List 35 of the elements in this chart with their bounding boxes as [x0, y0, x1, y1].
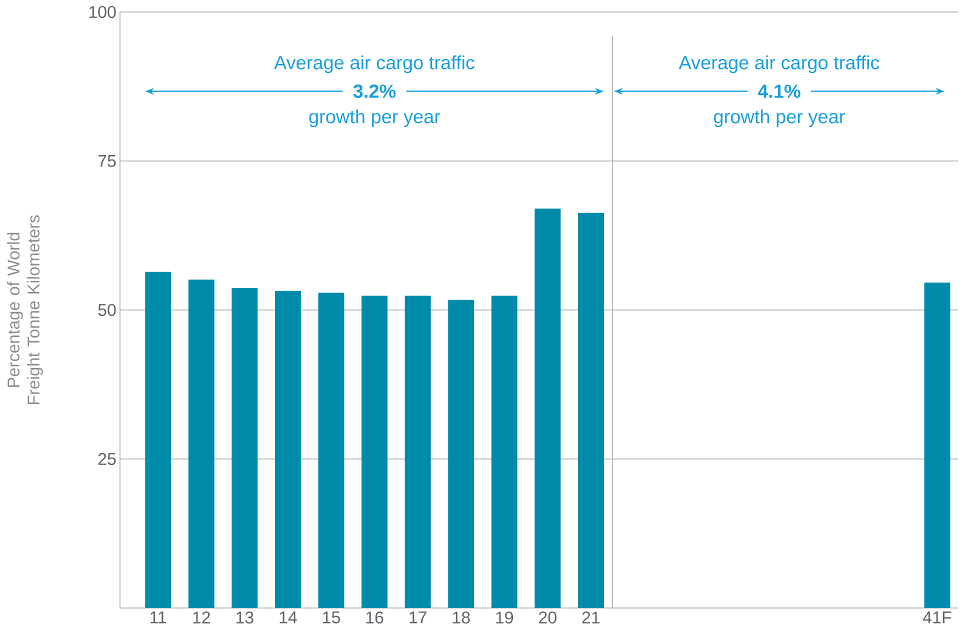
x-tick-label: 20 — [539, 612, 556, 624]
y-axis-title: Percentage of World Freight Tonne Kilometers — [7, 215, 43, 404]
annotation: Average air cargo traffic — [678, 55, 880, 74]
y-tick-label: 100 — [89, 6, 116, 18]
annotation: Average air cargo traffic — [274, 55, 475, 74]
x-tick-label: 16 — [366, 612, 384, 624]
annotation: growth per year — [309, 109, 440, 128]
y-tick-label: 25 — [98, 452, 116, 466]
bar — [274, 290, 301, 608]
annotation: 4.1% — [758, 84, 800, 98]
bar — [145, 272, 172, 608]
x-tick-label: 41F — [922, 612, 952, 624]
bar — [924, 282, 950, 608]
bar — [362, 296, 388, 608]
bar — [318, 292, 344, 608]
bar — [578, 212, 604, 608]
x-tick-label: 19 — [496, 612, 514, 624]
bar — [404, 296, 431, 608]
x-tick-label: 12 — [193, 612, 210, 624]
annotation: growth per year — [714, 109, 845, 128]
y-tick-label: 75 — [98, 155, 116, 167]
y-tick-label: 50 — [98, 304, 116, 316]
x-tick-label: 13 — [236, 612, 254, 624]
bar — [448, 300, 474, 608]
bar — [491, 296, 518, 608]
x-tick-label: 11 — [150, 612, 166, 624]
x-tick-label: 14 — [280, 612, 297, 624]
bar — [188, 280, 214, 608]
annotation: 3.2% — [353, 84, 396, 98]
x-tick-label: 15 — [323, 612, 340, 624]
bar — [534, 208, 561, 608]
x-tick-label: 21 — [582, 612, 600, 624]
x-tick-label: 18 — [452, 612, 470, 624]
bar — [232, 288, 258, 608]
x-tick-label: 17 — [410, 612, 426, 624]
